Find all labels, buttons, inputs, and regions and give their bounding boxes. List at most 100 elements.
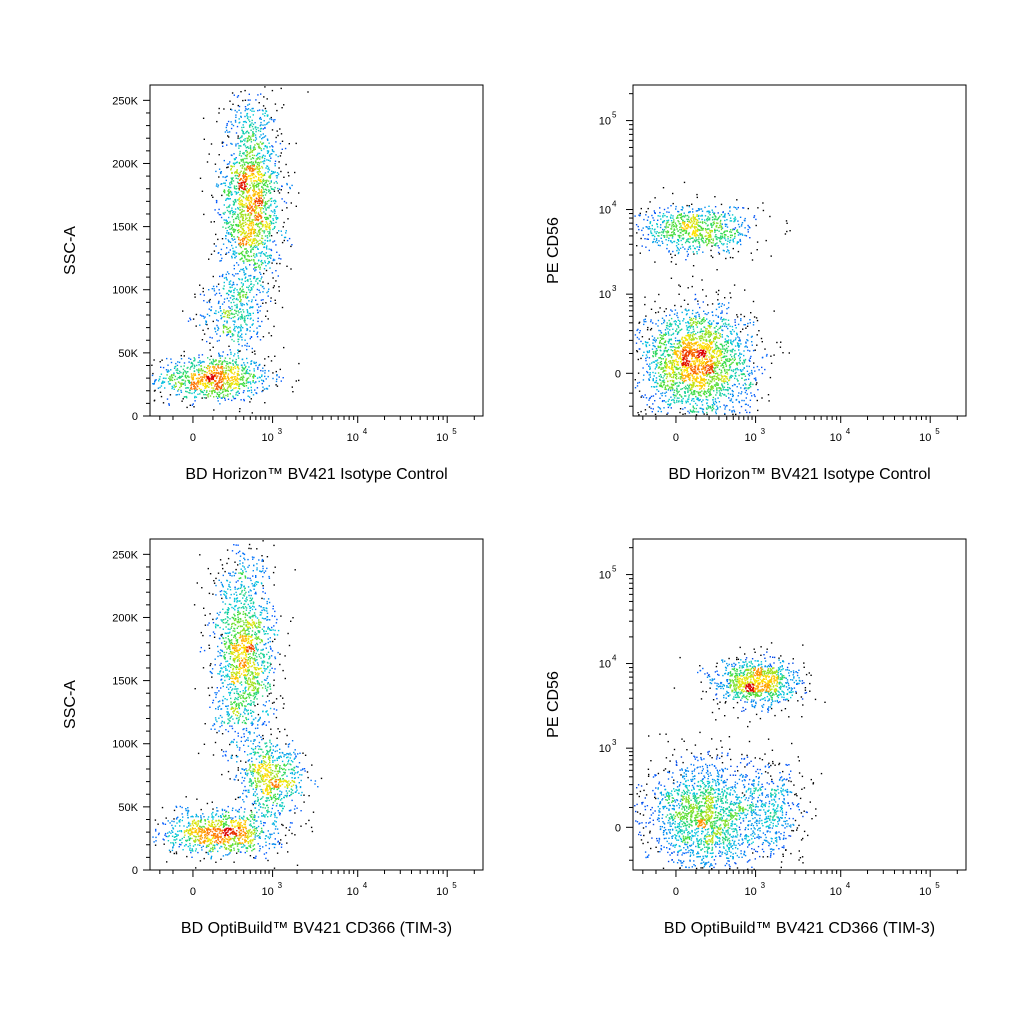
- data-point: [678, 284, 680, 286]
- data-point: [770, 255, 772, 257]
- data-point: [209, 349, 211, 351]
- data-point: [687, 248, 689, 250]
- data-point: [239, 245, 241, 248]
- data-point: [658, 329, 660, 332]
- data-point: [644, 318, 646, 320]
- data-point: [761, 356, 764, 359]
- data-point: [277, 155, 279, 158]
- data-point: [749, 372, 751, 375]
- data-point: [228, 316, 230, 319]
- data-point: [176, 371, 178, 374]
- data-point: [238, 182, 240, 185]
- data-point: [158, 378, 161, 380]
- data-point: [267, 180, 270, 182]
- data-point: [681, 237, 684, 240]
- data-point: [692, 406, 694, 408]
- data-point: [230, 351, 232, 354]
- data-point: [702, 241, 704, 243]
- data-point: [651, 214, 653, 217]
- data-point: [233, 383, 236, 385]
- data-point: [676, 249, 678, 252]
- data-point: [716, 372, 718, 374]
- data-point: [269, 198, 272, 200]
- data-point: [231, 235, 233, 237]
- data-point: [188, 391, 190, 394]
- data-point: [242, 391, 245, 394]
- data-point: [260, 263, 263, 266]
- data-point: [678, 293, 680, 295]
- data-point: [225, 198, 228, 200]
- data-point: [278, 290, 280, 292]
- data-point: [671, 350, 674, 352]
- data-point: [741, 233, 743, 235]
- data-point: [260, 273, 262, 275]
- data-point: [660, 350, 662, 352]
- data-point: [691, 312, 694, 315]
- data-point: [254, 382, 256, 384]
- data-point: [726, 351, 728, 354]
- data-point: [223, 298, 226, 300]
- data-point: [240, 170, 242, 172]
- data-point: [237, 335, 239, 338]
- data-point: [261, 195, 263, 197]
- data-point: [697, 392, 700, 394]
- data-point: [708, 205, 710, 207]
- data-point: [246, 236, 248, 239]
- data-point: [228, 306, 230, 308]
- data-point: [750, 381, 752, 384]
- data-point: [718, 368, 721, 371]
- data-point: [710, 393, 712, 396]
- data-point: [229, 382, 231, 385]
- data-point: [748, 359, 750, 361]
- data-point: [253, 260, 255, 262]
- data-point: [259, 182, 261, 185]
- data-point: [713, 403, 716, 406]
- data-point: [267, 218, 270, 220]
- data-point: [670, 339, 673, 341]
- data-point: [249, 203, 251, 206]
- data-point: [254, 214, 257, 216]
- data-point: [240, 145, 242, 147]
- data-point: [234, 238, 236, 240]
- data-point: [285, 163, 287, 166]
- data-point: [250, 202, 252, 204]
- data-point: [698, 317, 701, 319]
- data-point: [703, 326, 706, 329]
- data-point: [227, 333, 230, 335]
- data-point: [729, 217, 732, 219]
- data-point: [717, 251, 720, 254]
- data-point: [202, 369, 204, 372]
- data-point: [661, 338, 663, 340]
- data-point: [241, 339, 243, 341]
- data-point: [712, 399, 714, 401]
- data-point: [736, 314, 738, 316]
- data-point: [258, 168, 260, 170]
- data-point: [725, 347, 728, 350]
- data-point: [231, 335, 234, 337]
- data-point: [240, 136, 242, 139]
- data-point: [239, 186, 241, 188]
- data-point: [212, 376, 215, 379]
- data-point: [243, 291, 245, 293]
- data-point: [193, 388, 196, 390]
- data-point: [682, 408, 684, 410]
- data-point: [229, 233, 231, 235]
- data-point: [723, 250, 725, 252]
- data-point: [268, 190, 270, 193]
- data-point: [255, 212, 257, 214]
- data-point: [243, 311, 245, 313]
- data-point: [733, 219, 736, 221]
- data-point: [767, 394, 770, 396]
- data-point: [672, 217, 674, 219]
- data-point: [257, 161, 260, 164]
- data-point: [733, 228, 736, 231]
- data-point: [689, 389, 691, 392]
- data-point: [242, 158, 244, 160]
- data-point: [687, 390, 689, 393]
- data-point: [194, 373, 196, 375]
- data-point: [656, 385, 658, 388]
- data-point: [715, 412, 717, 415]
- data-point: [220, 387, 223, 389]
- data-point: [252, 380, 254, 382]
- data-point: [740, 225, 743, 227]
